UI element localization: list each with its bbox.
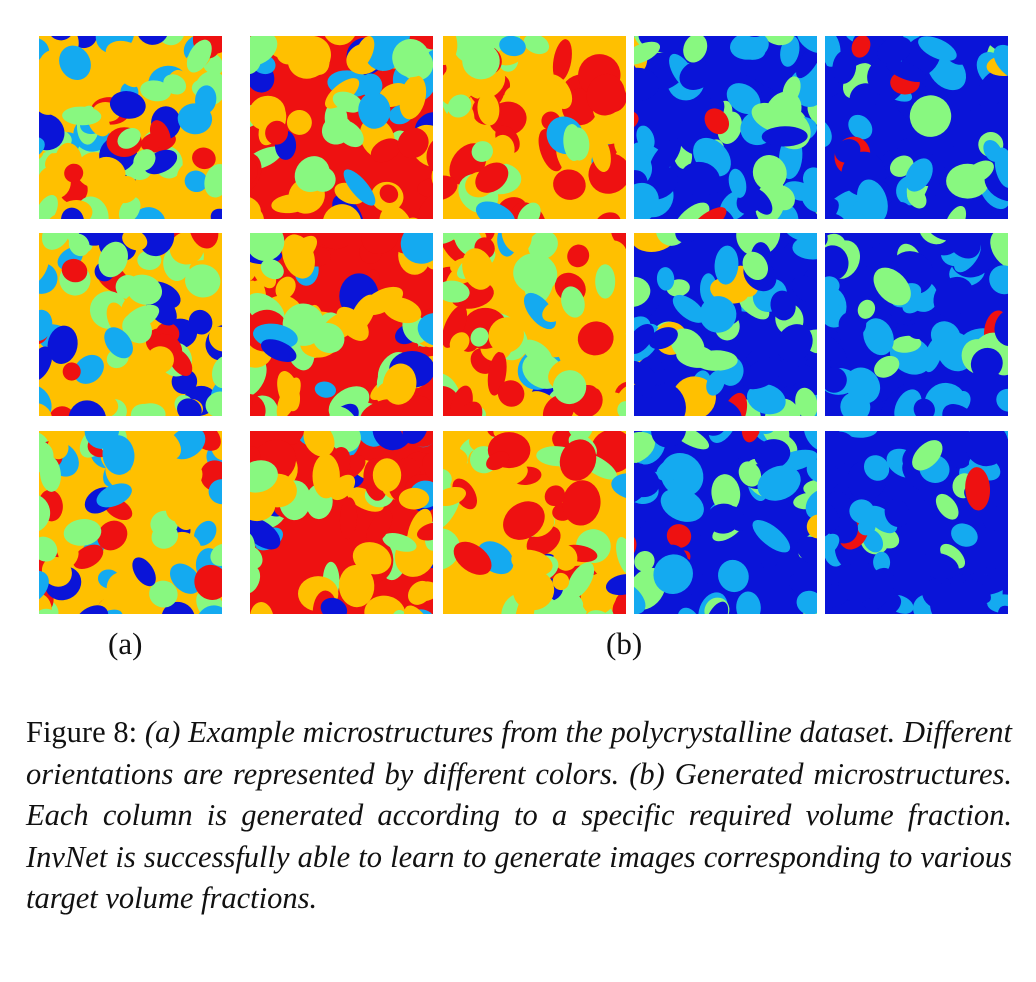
microstructure-tile-col2-row2 — [250, 233, 433, 416]
microstructure-tile-col3-row1 — [443, 36, 626, 219]
microstructure-tile-col2-row3 — [250, 431, 433, 614]
microstructure-tile-col5-row3 — [825, 431, 1008, 614]
microstructure-tile-col3-row3 — [443, 431, 626, 614]
panel-label-b: (b) — [606, 626, 643, 661]
microstructure-tile-col3-row2 — [443, 233, 626, 416]
microstructure-tile-col5-row1 — [825, 36, 1008, 219]
microstructure-tile-col4-row3 — [634, 431, 817, 614]
microstructure-tile-col4-row1 — [634, 36, 817, 219]
microstructure-tile-col1-row1 — [39, 36, 222, 219]
microstructure-tile-col5-row2 — [825, 233, 1008, 416]
figure-caption: Figure 8: (a) Example microstructures fr… — [26, 712, 1012, 920]
microstructure-tile-col2-row1 — [250, 36, 433, 219]
microstructure-tile-col1-row3 — [39, 431, 222, 614]
panel-label-a: (a) — [108, 626, 143, 661]
caption-text: (a) Example microstructures from the pol… — [26, 715, 1012, 915]
microstructure-tile-col1-row2 — [39, 233, 222, 416]
microstructure-tile-col4-row2 — [634, 233, 817, 416]
caption-lead: Figure 8: — [26, 715, 138, 749]
